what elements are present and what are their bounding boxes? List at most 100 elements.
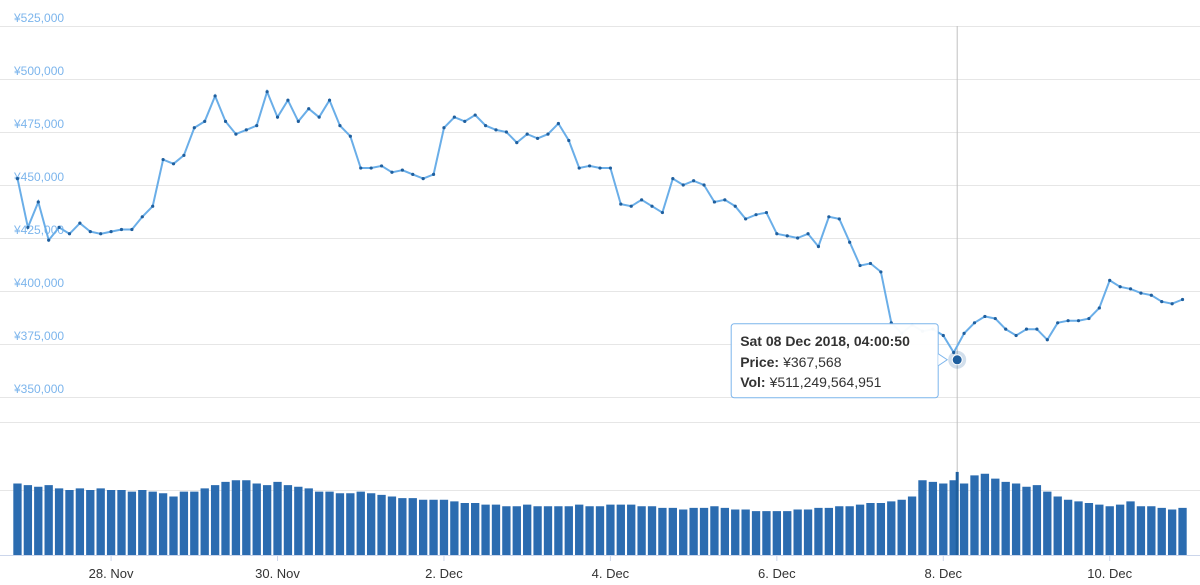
volume-bar: [1147, 506, 1156, 555]
volume-bar: [1074, 501, 1083, 555]
price-point: [515, 141, 519, 145]
volume-bar: [855, 504, 865, 555]
price-point: [26, 225, 30, 229]
x-tick-label: 8. Dec: [924, 566, 962, 581]
volume-bar: [991, 478, 1000, 555]
volume-bar: [86, 490, 95, 555]
price-point: [702, 183, 706, 187]
volume-bar: [221, 481, 230, 555]
price-point: [421, 177, 425, 181]
volume-bar: [679, 509, 688, 555]
volume-bar: [491, 504, 501, 555]
y-tick-label: ¥500,000: [13, 64, 64, 78]
price-point: [567, 138, 571, 143]
price-point: [764, 210, 769, 215]
x-tick-label: 30. Nov: [255, 566, 300, 581]
price-point: [1118, 285, 1122, 289]
hover-point: [951, 354, 963, 366]
tooltip-title: Sat 08 Dec 2018, 04:00:50: [740, 333, 910, 349]
volume-bar: [751, 511, 761, 555]
volume-bar: [1011, 483, 1021, 555]
price-point: [608, 166, 613, 170]
volume-bar: [34, 486, 43, 555]
price-point: [317, 115, 321, 119]
volume-bar: [471, 503, 480, 555]
volume-bar: [731, 509, 740, 555]
price-point: [640, 198, 644, 202]
tooltip-volume-value: ¥511,249,564,951: [769, 374, 882, 390]
price-point: [67, 232, 72, 236]
volume-bar: [533, 506, 542, 555]
tooltip-pointer: [937, 353, 949, 367]
volume-bar: [439, 499, 449, 555]
volume-bar: [866, 503, 875, 555]
price-point: [1087, 316, 1091, 321]
tooltip: Sat 08 Dec 2018, 04:00:50 Price: ¥367,568 V…: [730, 323, 949, 399]
volume-bar: [169, 496, 178, 555]
volume-bar: [554, 506, 563, 555]
volume-bar: [377, 494, 386, 555]
volume-bar: [1063, 499, 1073, 555]
volume-bar: [710, 506, 719, 555]
price-point: [827, 215, 831, 219]
price-point: [327, 98, 332, 102]
price-point: [660, 210, 665, 215]
volume-bar: [907, 496, 917, 555]
price-point: [816, 244, 821, 249]
price-point: [15, 177, 20, 181]
price-point: [837, 217, 841, 221]
volume-bar: [606, 504, 615, 555]
volume-bar: [783, 511, 792, 555]
price-point: [952, 350, 956, 355]
x-tick-label: 4. Dec: [592, 566, 630, 581]
price-point: [556, 121, 560, 126]
volume-bar: [294, 486, 303, 555]
volume-bar: [876, 503, 886, 555]
volume-bar: [1126, 501, 1135, 555]
price-point: [47, 238, 51, 242]
volume-bar: [523, 504, 532, 555]
price-point: [744, 217, 748, 221]
volume-bar: [512, 506, 521, 555]
volume-bar: [502, 506, 511, 555]
volume-bar: [959, 483, 969, 555]
volume-bar: [242, 480, 251, 555]
volume-bar: [127, 491, 137, 555]
volume-bar: [366, 493, 376, 555]
volume-bar: [772, 511, 782, 555]
volume-bar: [429, 499, 438, 555]
price-point: [442, 126, 446, 130]
price-point: [296, 119, 300, 123]
x-tick-label: 10. Dec: [1087, 566, 1132, 581]
volume-bar: [928, 481, 938, 555]
volume-bar: [1136, 506, 1146, 555]
price-point: [848, 240, 852, 244]
y-tick-label: ¥375,000: [13, 329, 64, 343]
volume-bar: [44, 485, 53, 555]
volume-bar: [450, 501, 459, 555]
x-tick-label: 6. Dec: [758, 566, 796, 581]
price-point: [369, 166, 373, 170]
volume-bar: [668, 507, 677, 555]
price-point: [192, 126, 196, 130]
price-point: [244, 128, 248, 132]
price-point: [78, 221, 82, 225]
price-point: [535, 136, 540, 140]
volume-bar: [460, 503, 469, 555]
volume-bar: [575, 504, 584, 555]
price-point: [275, 115, 280, 119]
volume-bar: [356, 491, 365, 555]
volume-bar: [210, 485, 220, 555]
price-point: [1180, 297, 1185, 302]
price-point: [692, 179, 696, 183]
price-point: [99, 232, 103, 236]
price-point: [598, 166, 602, 170]
price-point: [161, 157, 165, 162]
price-point: [1035, 327, 1039, 331]
volume-bar: [939, 483, 948, 555]
price-point: [1128, 287, 1133, 291]
price-point: [1149, 293, 1153, 297]
tooltip-price-value: ¥367,568: [782, 354, 842, 370]
volume-bar: [689, 507, 698, 555]
